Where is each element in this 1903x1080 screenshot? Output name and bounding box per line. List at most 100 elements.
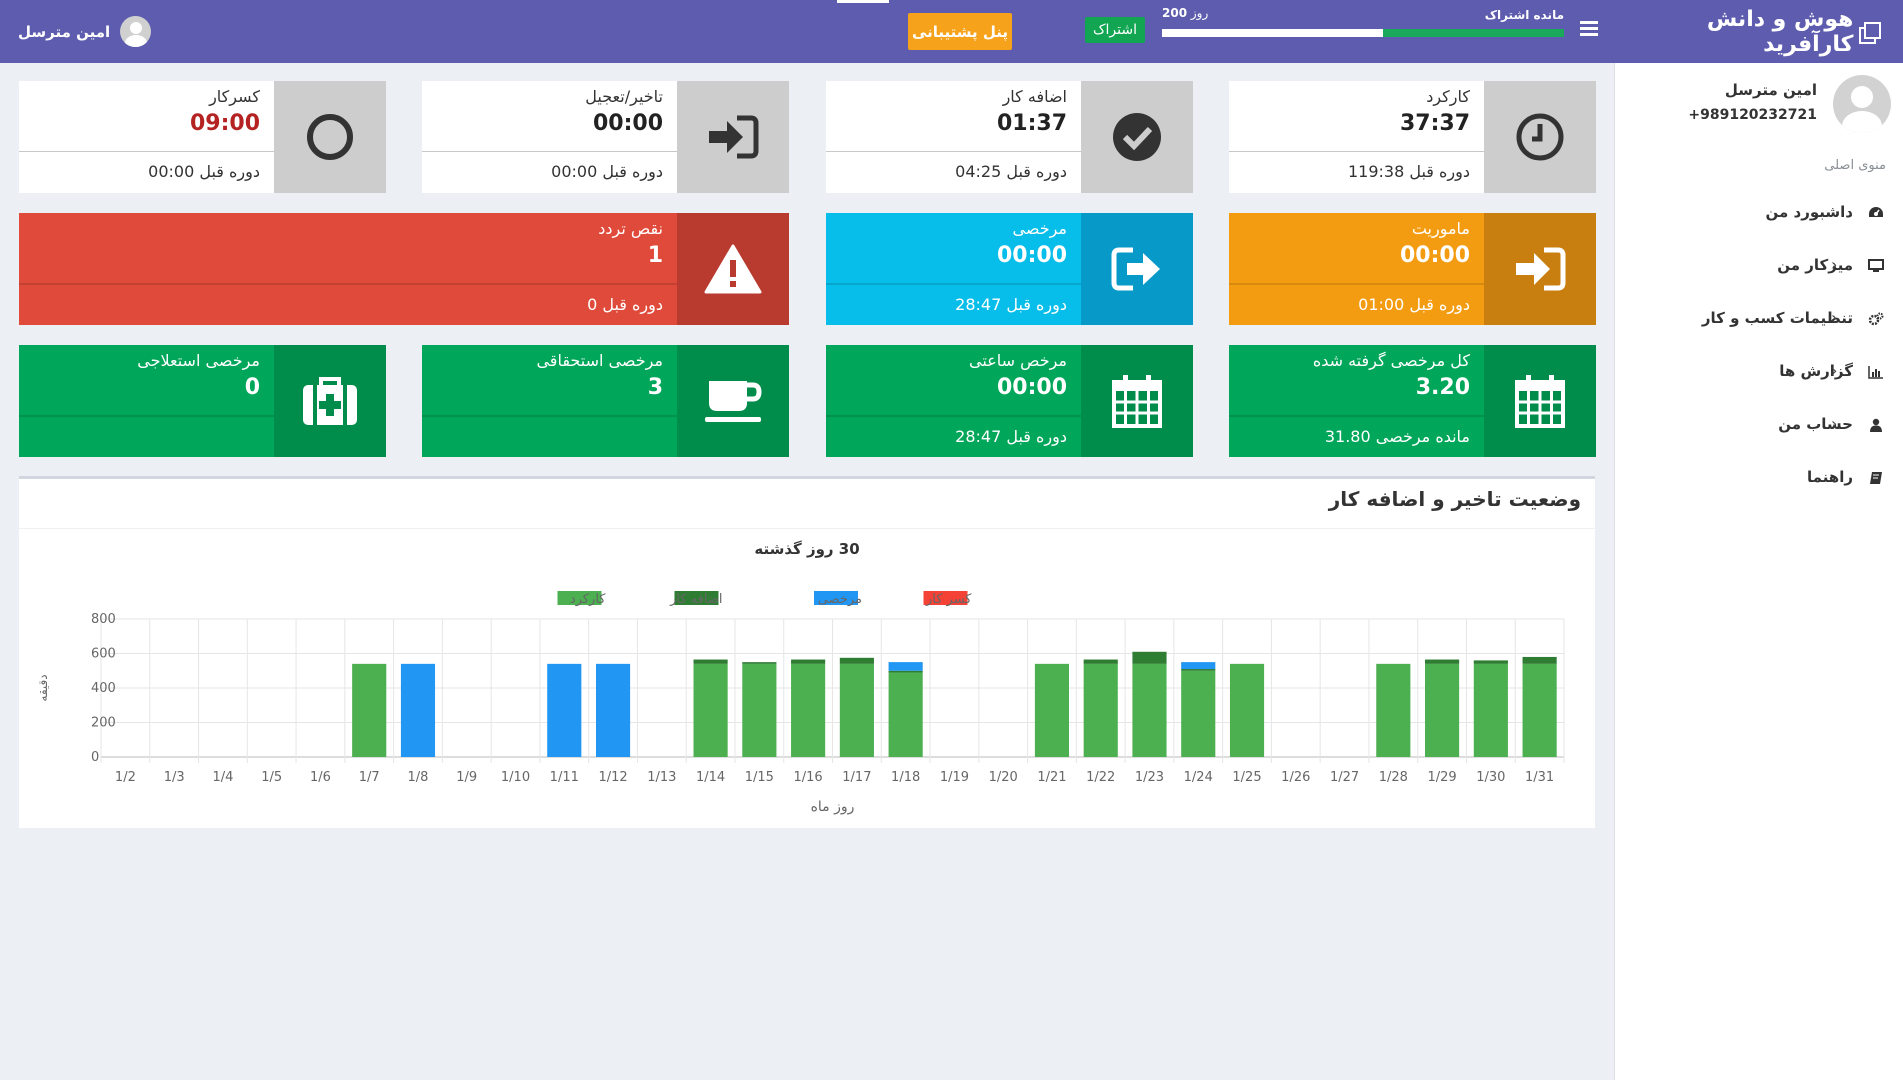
card-label: نقص تردد [598,219,663,238]
bar [693,663,728,757]
card-total-leave[interactable]: کل مرخصی گرفته شده 3.20 مانده مرخصی 31.8… [1229,345,1596,457]
x-tick-label: 1/7 [359,770,380,785]
sidebar-item-label: گزارش ها [1779,362,1853,380]
legend-label: کارکرد [570,592,606,607]
x-tick-label: 1/3 [164,770,185,785]
sidebar-item-dashboard[interactable]: داشبورد من [1615,187,1903,240]
bar [742,663,777,757]
card-overtime[interactable]: اضافه کار 01:37 دوره قبل 04:25 [826,81,1193,193]
desktop-icon [1868,259,1884,273]
sidebar-item-business-settings[interactable]: تنظیمات کسب و کار ‹ [1615,293,1903,346]
chart-grid [100,618,1565,763]
profile-name: امین مترسل [1724,81,1817,99]
x-tick-label: 1/22 [1086,770,1115,785]
subscription-label: مانده اشتراک [1484,8,1564,22]
x-tick-label: 1/23 [1135,770,1164,785]
bar [888,670,923,673]
subscription-progress-fill [1383,29,1564,37]
card-missing-log[interactable]: نقص تردد 1 دوره قبل 0 [19,213,789,325]
bar [1425,659,1460,664]
sidebar-item-help[interactable]: راهنما [1615,452,1903,505]
bar [791,659,826,664]
subscription-progress-bar [1162,29,1564,37]
bar [1376,663,1411,757]
card-label: مرخصی استعلاجی [137,351,260,370]
bar [1473,663,1508,757]
main-content: کارکرد 37:37 دوره قبل 119:38 اضافه کار 0… [0,63,1614,1080]
card-label: تاخیر/تعجیل [585,87,663,106]
sidebar-item-reports[interactable]: گزارش ها ‹ [1615,346,1903,399]
card-hourly-leave[interactable]: مرخص ساعتی 00:00 دوره قبل 28:47 [826,345,1193,457]
x-tick-label: 1/20 [989,770,1018,785]
card-label: مرخص ساعتی [969,351,1067,370]
y-tick-label: 400 [91,681,116,696]
card-footer: دوره قبل 28:47 [826,283,1081,325]
header-user-menu[interactable]: امین مترسل [18,16,152,47]
sidebar-item-label: حساب من [1778,415,1853,433]
x-tick-label: 1/4 [212,770,233,785]
bar [888,672,923,757]
card-sick-leave[interactable]: مرخصی استعلاجی 0 [19,345,386,457]
y-tick-label: 600 [91,647,116,662]
status-chart-panel: وضعیت تاخیر و اضافه کار 30 روز گذشته کسر… [19,476,1595,828]
gears-icon [1868,312,1884,326]
x-tick-label: 1/16 [794,770,823,785]
circle-icon [274,81,386,193]
legend-swatch [923,591,968,605]
support-panel-button[interactable]: پنل پشتیبانی [908,13,1012,50]
book-icon [1868,471,1884,485]
card-footer: دوره قبل 01:00 [1229,283,1484,325]
x-axis-label: روز ماه [811,799,855,815]
clock-icon [1484,81,1596,193]
chart-title: 30 روز گذشته [754,540,859,558]
legend-swatch [557,591,602,605]
card-value: 3 [647,375,663,400]
x-tick-label: 1/9 [456,770,477,785]
card-footer: دوره قبل 00:00 [19,151,274,193]
bar [1132,651,1167,664]
bar [1473,660,1508,664]
brand[interactable]: هوش و دانش کارآفرید [1614,0,1903,63]
card-value: 0 [244,375,260,400]
card-delay[interactable]: تاخیر/تعجیل 00:00 دوره قبل 00:00 [422,81,789,193]
bar [1425,663,1460,757]
card-mission[interactable]: ماموریت 00:00 دوره قبل 01:00 [1229,213,1596,325]
sidebar-item-label: تنظیمات کسب و کار [1701,309,1853,327]
y-tick-label: 200 [91,716,116,731]
y-tick-label: 800 [91,612,116,627]
chevron-left-icon: ‹ [1831,361,1838,380]
sign-in-icon [677,81,789,193]
bar [1181,662,1216,670]
sidebar-item-account[interactable]: حساب من ‹ [1615,399,1903,452]
x-tick-label: 1/31 [1525,770,1554,785]
calendar-icon [1081,345,1193,457]
card-deduction[interactable]: کسرکار 09:00 دوره قبل 00:00 [19,81,386,193]
divider [19,528,1595,529]
x-tick-label: 1/25 [1232,770,1261,785]
bar [1083,663,1118,757]
chart-bars [352,651,1557,757]
card-leave[interactable]: مرخصی 00:00 دوره قبل 28:47 [826,213,1193,325]
subscription-badge[interactable]: اشتراک [1085,17,1145,43]
bar [1181,669,1216,671]
top-header: هوش و دانش کارآفرید مانده اشتراک 200 روز… [0,0,1903,63]
card-value: 00:00 [996,375,1067,400]
legend-swatch [814,591,858,605]
x-tick-label: 1/30 [1476,770,1505,785]
card-entitled-leave[interactable]: مرخصی استحقاقی 3 [422,345,789,457]
hamburger-menu-icon[interactable] [1580,21,1598,37]
dashboard-icon [1868,206,1884,220]
sign-out-icon [1081,213,1193,325]
bar [1034,663,1070,757]
card-footer: دوره قبل 28:47 [826,415,1081,457]
medkit-icon [274,345,386,457]
bar [352,663,387,757]
chevron-left-icon: ‹ [1831,414,1838,433]
card-value: 09:00 [189,111,260,136]
x-tick-label: 1/12 [598,770,627,785]
chevron-left-icon: ‹ [1831,255,1838,274]
card-work-time[interactable]: کارکرد 37:37 دوره قبل 119:38 [1229,81,1596,193]
sidebar-item-desk[interactable]: میزکار من ‹ [1615,240,1903,293]
bar [1522,656,1557,664]
x-tick-label: 1/11 [550,770,579,785]
